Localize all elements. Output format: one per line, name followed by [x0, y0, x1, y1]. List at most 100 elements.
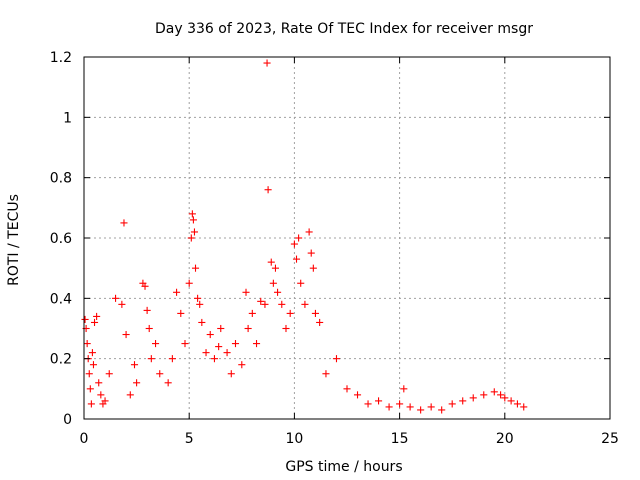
data-point [210, 355, 218, 363]
data-point [122, 330, 130, 339]
data-point [364, 400, 372, 408]
data-point [89, 361, 98, 369]
data-point [427, 403, 435, 411]
data-point [396, 400, 404, 408]
y-tick-label: 0.4 [50, 291, 72, 307]
data-point [448, 400, 456, 408]
data-point [290, 240, 298, 248]
data-point [130, 361, 139, 369]
data-point [322, 370, 330, 378]
data-point [194, 294, 202, 302]
data-point [87, 400, 95, 408]
data-point [168, 355, 176, 363]
data-point [263, 59, 271, 67]
data-point [459, 397, 467, 405]
y-axis-label: ROTI / TECUs [6, 194, 22, 286]
data-point [305, 228, 313, 236]
x-tick-label: 15 [391, 431, 409, 447]
data-point [227, 370, 235, 378]
data-point [292, 255, 301, 263]
data-point [189, 216, 197, 224]
data-point [385, 403, 393, 411]
data-point [400, 385, 408, 393]
data-point [217, 324, 225, 333]
data-point [141, 282, 149, 290]
data-point [271, 264, 280, 272]
data-point [187, 234, 195, 242]
data-point [83, 340, 91, 348]
data-point [191, 264, 200, 272]
data-point [190, 228, 199, 236]
data-point [497, 391, 505, 399]
data-point [118, 300, 126, 308]
data-point [501, 394, 509, 402]
data-point [143, 306, 151, 314]
data-point [261, 300, 269, 308]
data-point [88, 349, 96, 357]
data-point [252, 340, 261, 348]
data-point [95, 379, 103, 387]
data-point [85, 370, 93, 378]
data-point [469, 394, 477, 402]
data-point [198, 318, 206, 327]
y-tick-label: 0.8 [50, 171, 72, 187]
data-point [93, 312, 101, 320]
axes [83, 56, 611, 420]
y-tick-label: 0 [63, 412, 72, 428]
data-point [105, 370, 113, 378]
data-point [507, 397, 515, 405]
data-point [375, 397, 383, 405]
grid-lines [84, 57, 610, 419]
chart-title: Day 336 of 2023, Rate Of TEC Index for r… [155, 21, 533, 37]
data-point [151, 340, 160, 348]
data-point [185, 279, 193, 287]
data-point [90, 318, 99, 327]
data-point [133, 379, 141, 387]
plot-frame [83, 56, 611, 420]
data-point [282, 324, 290, 333]
data-point [126, 391, 134, 399]
data-point [286, 309, 294, 317]
data-point [173, 288, 181, 296]
data-point [311, 309, 319, 317]
data-point [480, 391, 488, 399]
data-point [86, 385, 94, 393]
data-point [297, 279, 305, 287]
data-point [520, 403, 528, 411]
data-point [267, 258, 275, 266]
data-point [278, 300, 286, 308]
data-point [112, 294, 120, 302]
x-tick-label: 5 [185, 431, 194, 447]
data-point [264, 186, 272, 194]
data-point [353, 391, 362, 399]
data-point [332, 355, 341, 363]
data-point [120, 219, 128, 227]
x-tick-label: 10 [285, 431, 303, 447]
data-point [438, 406, 446, 414]
y-tick-label: 1 [63, 110, 72, 126]
data-point [196, 300, 204, 308]
data-point [269, 279, 277, 287]
data-point [309, 264, 317, 272]
data-point [343, 385, 351, 393]
data-point [101, 397, 109, 405]
data-point [164, 379, 172, 387]
data-point [97, 391, 105, 399]
data-point [177, 309, 185, 317]
data-points [81, 59, 528, 414]
y-tick-labels: 0 0.2 0.4 0.6 0.8 1 1.2 [50, 50, 72, 428]
data-point [145, 324, 153, 333]
x-tick-label: 0 [80, 431, 89, 447]
data-point [274, 288, 282, 296]
data-point [181, 340, 189, 348]
data-point [248, 309, 256, 317]
data-point [202, 349, 210, 357]
data-point [188, 210, 196, 218]
data-point [295, 234, 303, 242]
x-tick-label: 25 [601, 431, 619, 447]
y-tick-label: 1.2 [50, 50, 72, 66]
data-point [156, 370, 164, 378]
data-point [301, 300, 309, 308]
data-point [490, 388, 498, 396]
